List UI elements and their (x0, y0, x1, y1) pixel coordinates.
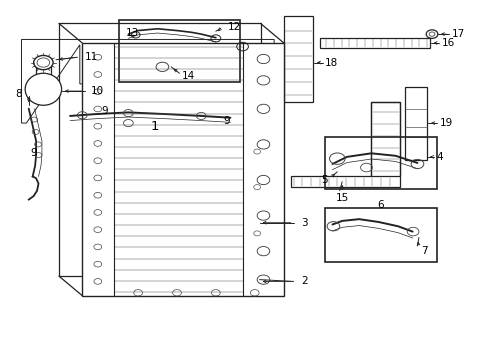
Text: 9: 9 (102, 105, 108, 116)
Polygon shape (59, 23, 261, 276)
Text: 14: 14 (182, 71, 195, 81)
Text: 15: 15 (336, 193, 349, 203)
Text: 18: 18 (325, 58, 339, 68)
Text: 11: 11 (85, 52, 98, 62)
Text: 8: 8 (15, 89, 22, 99)
Text: 13: 13 (126, 28, 139, 39)
Ellipse shape (25, 73, 62, 105)
Text: 2: 2 (301, 276, 308, 287)
Text: 9: 9 (30, 148, 37, 158)
Text: 17: 17 (451, 29, 465, 39)
Text: 9: 9 (223, 116, 230, 126)
Polygon shape (82, 43, 284, 296)
Text: 5: 5 (321, 175, 328, 185)
Text: 12: 12 (228, 22, 241, 32)
Text: 3: 3 (301, 218, 308, 228)
Text: 6: 6 (378, 200, 384, 210)
Text: 10: 10 (91, 86, 104, 96)
Text: 1: 1 (151, 120, 159, 133)
Text: 16: 16 (442, 38, 455, 48)
Text: 4: 4 (437, 152, 443, 162)
Text: 7: 7 (421, 246, 427, 256)
Text: 19: 19 (440, 118, 453, 128)
